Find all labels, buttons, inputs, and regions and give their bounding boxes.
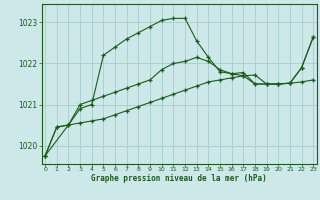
X-axis label: Graphe pression niveau de la mer (hPa): Graphe pression niveau de la mer (hPa) [91,174,267,183]
